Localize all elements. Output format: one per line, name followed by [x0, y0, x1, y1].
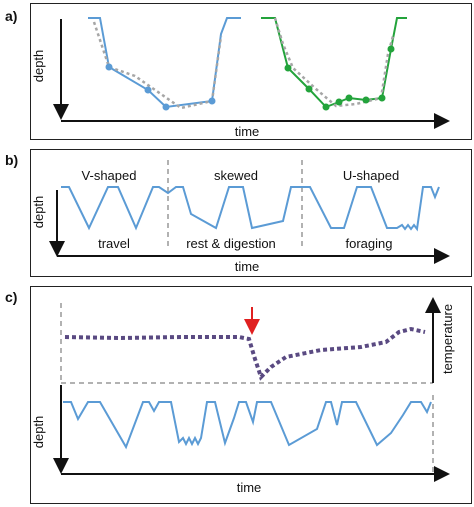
panel-c: c) temperature depth time — [5, 286, 472, 504]
green-dive-point — [284, 64, 292, 72]
panel-b-xlabel: time — [235, 259, 260, 274]
panel-a-label: a) — [5, 8, 18, 24]
blue-dive-point — [144, 86, 152, 94]
panel-b-ylabel: depth — [31, 196, 46, 229]
blue-dive-dotted-fit — [92, 21, 223, 110]
shape-label-u: U-shaped — [343, 168, 399, 183]
shape-label-skewed: skewed — [214, 168, 258, 183]
panel-a-ylabel: depth — [31, 50, 46, 83]
panel-b-diagram: depth time V-shaped skewed U-shaped trav… — [31, 160, 450, 274]
panel-b-label: b) — [5, 152, 19, 168]
blue-dive-profile — [88, 17, 241, 109]
dive-profile-line — [61, 186, 440, 232]
green-dive-point — [305, 85, 313, 93]
blue-dive-point — [105, 63, 113, 71]
panel-c-diagram: temperature depth time — [31, 297, 455, 495]
green-dive-point — [362, 96, 370, 104]
panel-c-dive-profile — [63, 401, 432, 450]
green-dive-point — [378, 94, 386, 102]
blue-dive-point — [208, 97, 216, 105]
activity-label-rest: rest & digestion — [186, 236, 276, 251]
panel-a: a) depth time — [5, 3, 472, 140]
activity-label-foraging: foraging — [346, 236, 393, 251]
panel-c-ylabel: depth — [31, 416, 46, 449]
green-dive-point — [335, 98, 343, 106]
green-dive-profile — [261, 17, 407, 109]
green-dive-point — [322, 103, 330, 111]
green-dive-dotted-fit — [273, 17, 395, 108]
panel-a-diagram: depth time — [31, 17, 450, 139]
green-dive-point — [387, 45, 395, 53]
panel-a-xlabel: time — [235, 124, 260, 139]
blue-dive-point — [162, 103, 170, 111]
panel-c-label: c) — [5, 289, 18, 305]
activity-label-travel: travel — [98, 236, 130, 251]
shape-label-v: V-shaped — [82, 168, 137, 183]
panel-c-xlabel: time — [237, 480, 262, 495]
panel-c-ylabel-temperature: temperature — [440, 304, 455, 374]
panel-b: b) depth time V-shaped skewed U-shaped t… — [5, 149, 472, 277]
green-dive-point — [345, 94, 353, 102]
temperature-curve — [64, 326, 426, 381]
